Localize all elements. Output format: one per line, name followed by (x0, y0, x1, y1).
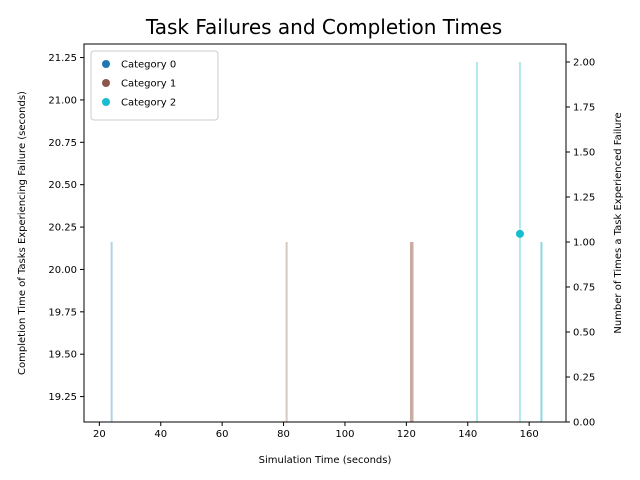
failure-bar (409, 242, 412, 422)
y-left-tick-label: 19.25 (48, 392, 77, 403)
legend: Category 0 Category 1 Category 2 (90, 50, 219, 121)
y-right-tick-label: 1.00 (573, 238, 595, 249)
y-right-tick-label: 0.75 (573, 283, 595, 294)
y-left-tick-label: 19.50 (48, 350, 77, 361)
x-axis-ticks: 20 40 60 80 100 120 140 160 (93, 422, 539, 440)
y-right-tick-label: 0.25 (573, 373, 595, 384)
y-left-tick-label: 20.75 (48, 138, 77, 149)
y-right-tick-label: 1.25 (573, 193, 595, 204)
x-tick-label: 60 (216, 429, 229, 440)
y-right-tick-label: 0.50 (573, 328, 595, 339)
y-left-tick-label: 20.25 (48, 223, 77, 234)
legend-label: Category 2 (121, 98, 176, 109)
failure-bar (540, 242, 543, 422)
y-left-tick-label: 21.00 (48, 95, 77, 106)
y-left-axis-label: Completion Time of Tasks Experiencing Fa… (17, 91, 28, 375)
failure-bar (285, 242, 288, 422)
x-tick-label: 120 (397, 429, 416, 440)
bars-layer (110, 62, 543, 422)
x-axis-label: Simulation Time (seconds) (259, 455, 392, 466)
y-right-tick-label: 1.50 (573, 148, 595, 159)
legend-marker (102, 98, 110, 106)
chart-title: Task Failures and Completion Times (145, 15, 502, 39)
y-right-tick-label: 2.00 (573, 58, 595, 69)
y-right-tick-label: 1.75 (573, 103, 595, 114)
failure-bar (475, 62, 478, 422)
failure-bar (411, 242, 414, 422)
failure-bar (110, 242, 113, 422)
y-right-tick-label: 0.00 (573, 418, 595, 429)
legend-marker (102, 79, 110, 87)
y-left-tick-label: 20.50 (48, 180, 77, 191)
legend-entries: Category 0 Category 1 Category 2 (102, 60, 176, 109)
legend-box (90, 50, 219, 121)
x-tick-label: 40 (154, 429, 167, 440)
legend-label: Category 1 (121, 79, 176, 90)
x-tick-label: 100 (335, 429, 354, 440)
y-left-tick-label: 20.00 (48, 265, 77, 276)
x-tick-label: 20 (93, 429, 106, 440)
failure-bar (518, 62, 521, 422)
completion-time-point (515, 229, 524, 238)
y-left-axis-ticks: 19.25 19.50 19.75 20.00 20.25 20.50 20.75 21.00… (48, 53, 84, 403)
y-right-axis-ticks: 0.00 0.25 0.50 0.75 1.00 1.25 1.50 1.75 2.00 (566, 58, 595, 429)
x-tick-label: 140 (458, 429, 477, 440)
y-left-tick-label: 19.75 (48, 307, 77, 318)
y-left-tick-label: 21.25 (48, 53, 77, 64)
legend-marker (102, 60, 110, 68)
points-layer (515, 229, 524, 238)
y-right-axis-label: Number of Times a Task Experienced Failu… (613, 112, 624, 333)
plot-frame (83, 43, 567, 423)
legend-label: Category 0 (121, 60, 176, 71)
x-tick-label: 80 (277, 429, 290, 440)
x-tick-label: 160 (520, 429, 539, 440)
